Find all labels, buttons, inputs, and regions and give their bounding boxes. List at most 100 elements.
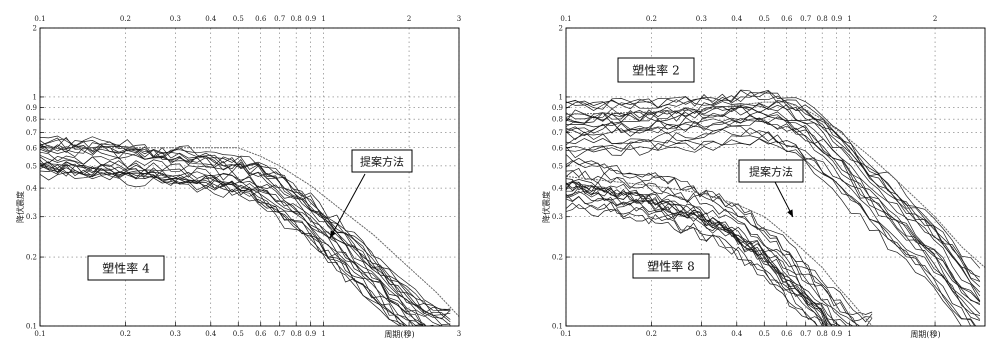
y-tick-label: 0.8 [552,116,563,124]
series-group [566,89,985,326]
series-line [566,100,981,287]
x-tick-label-top: 0.6 [781,15,793,23]
y-tick-label: 0.4 [26,185,38,193]
x-tick-label: 0.9 [831,330,842,338]
y-tick-label: 0.3 [26,213,37,221]
x-tick-label-top: 0.6 [255,15,267,23]
x-tick-label-top: 0.1 [34,15,45,23]
plot-frame [39,27,460,327]
y-tick-label: 0.7 [26,129,37,137]
x-tick-label: 0.7 [274,330,285,338]
series-line [566,190,848,326]
annotation-box [617,57,695,83]
series-line [40,165,402,326]
annotation-label: 提案方法 [749,165,793,179]
series-line [566,117,981,320]
x-tick-label-top: 3 [457,15,461,23]
x-tick-label-top: 0.2 [646,15,657,23]
series-line [40,163,423,326]
series-line [566,202,818,326]
x-axis-label: 周期(秒) [910,329,940,339]
series-line [566,157,873,322]
series-line [566,89,981,293]
y-tick-label: 0.4 [552,185,564,193]
x-tick-label: 0.5 [759,330,770,338]
x-tick-label: 0.8 [291,330,302,338]
series-line [566,138,971,326]
x-tick-label-top: 0.5 [233,15,244,23]
y-tick-label: 1 [33,93,37,101]
y-axis-label: 降伏震度 [541,191,551,223]
series-line [566,185,829,326]
x-tick-label: 0.8 [817,330,828,338]
y-tick-label: 0.5 [26,162,37,170]
x-tick-label: 0.5 [233,330,244,338]
series-line [566,103,981,297]
annotation-box [87,255,165,281]
annotation-box [632,253,710,279]
annotation-label: 塑性率 4 [102,261,150,276]
y-tick-label: 0.2 [26,254,37,262]
x-tick-label: 1 [321,330,325,338]
series-line [566,182,837,326]
series-line [566,104,981,306]
annotation-box [351,149,413,173]
series-line [40,156,451,326]
series-line [40,161,406,326]
x-tick-label: 0.9 [305,330,316,338]
series-line [566,196,818,326]
y-tick-label: 0.8 [26,116,37,124]
x-tick-label-top: 0.4 [205,15,217,23]
x-tick-label-top: 2 [407,15,411,23]
annotation-label: 塑性率 2 [632,63,679,78]
y-tick-label: 1 [559,93,563,101]
x-tick-label-top: 0.7 [800,15,811,23]
x-tick-label-top: 1 [321,15,325,23]
x-tick-label: 0.1 [34,330,45,338]
x-tick-label: 0.2 [120,330,131,338]
series-line [40,161,414,326]
x-axis-label: 周期(秒) [384,329,414,339]
proposed-method-line [566,101,985,268]
series-line [40,161,426,326]
annotation-label: 塑性率 8 [647,259,694,274]
x-tick-label-top: 0.1 [560,15,571,23]
y-tick-label: 2 [33,25,37,33]
series-line [40,138,451,320]
x-tick-label-top: 0.5 [759,15,770,23]
series-line [566,99,981,278]
chart-panel-1: 0.10.10.20.20.30.30.40.40.50.50.60.60.70… [15,15,461,339]
x-tick-label: 0.7 [800,330,811,338]
series-line [566,138,962,326]
series-line [566,131,981,321]
x-tick-label: 0.4 [205,330,217,338]
x-tick-label: 1 [847,330,851,338]
x-tick-label-top: 0.8 [291,15,302,23]
series-line [40,135,451,312]
series-line [566,187,835,326]
series-group [40,135,459,326]
y-tick-label: 0.9 [26,104,37,112]
chart-panel-2: 0.10.10.20.20.30.30.40.40.50.50.60.60.70… [541,15,986,339]
y-axis-label: 降伏震度 [15,191,25,223]
x-tick-label-top: 0.3 [696,15,707,23]
x-tick-label: 3 [457,330,461,338]
series-line [566,114,981,304]
x-tick-label: 0.4 [731,330,743,338]
x-tick-label-top: 0.2 [120,15,131,23]
series-line [566,114,980,316]
x-tick-label-top: 0.9 [305,15,316,23]
annotation-label: 提案方法 [360,155,404,169]
arrow-head-icon [330,230,336,238]
series-line [566,160,873,323]
y-tick-label: 0.3 [552,213,563,221]
series-line [40,154,442,326]
x-tick-label: 2 [407,330,411,338]
y-tick-label: 0.6 [26,144,38,152]
series-line [566,92,981,282]
x-tick-label: 0.6 [255,330,267,338]
series-line [566,179,854,326]
series-line [40,159,408,326]
y-tick-label: 0.5 [552,162,563,170]
